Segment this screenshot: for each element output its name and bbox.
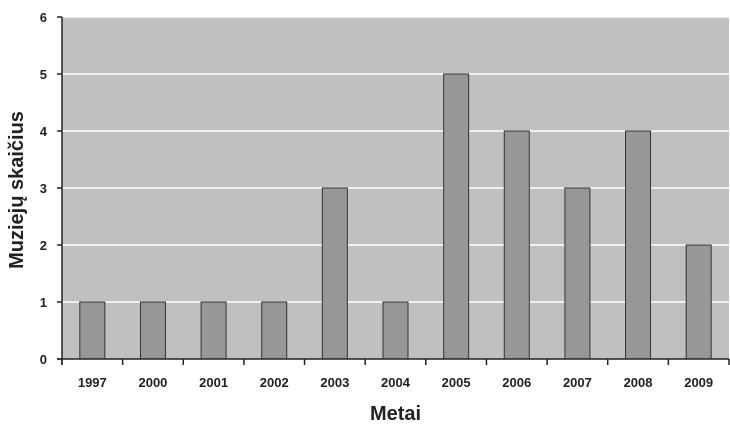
bars [79,73,712,360]
y-tick-label: 5 [40,67,47,82]
y-tick-label: 2 [40,238,47,253]
x-tick-label: 2002 [260,375,289,390]
bar-2009 [685,244,712,360]
bar-2000 [139,301,166,360]
bar-2005 [443,73,470,360]
x-tick-label: 2003 [320,375,349,390]
y-tick-label: 0 [40,352,47,367]
y-tick-label: 4 [40,124,48,139]
x-tick-label: 1997 [78,375,107,390]
y-axis-ticks: 0 1 2 3 4 5 6 [40,10,62,367]
x-tick-label: 2000 [138,375,167,390]
bar-2002 [261,301,288,360]
x-tick-label: 2005 [442,375,471,390]
bar-2008 [625,130,652,360]
bar-1997 [79,301,106,360]
bar-2003 [321,187,348,360]
bar-2006 [503,130,530,360]
gridlines [62,16,729,303]
bar-2004 [382,301,409,360]
x-tick-label: 2008 [624,375,653,390]
x-tick-label: 2001 [199,375,228,390]
y-tick-label: 1 [40,295,47,310]
x-tick-label: 2006 [502,375,531,390]
x-axis-ticks: 1997 2000 2001 2002 2003 2004 2005 2006 2007 2008… [61,359,730,390]
x-tick-label: 2009 [684,375,713,390]
bar-2007 [564,187,591,360]
x-tick-label: 2007 [563,375,592,390]
x-tick-label: 2004 [381,375,411,390]
y-axis-title: Muziejų skaičius [6,111,28,269]
bar-2001 [200,301,227,360]
x-axis-title: Metai [370,403,421,425]
y-tick-label: 6 [40,10,47,25]
y-tick-label: 3 [40,181,47,196]
